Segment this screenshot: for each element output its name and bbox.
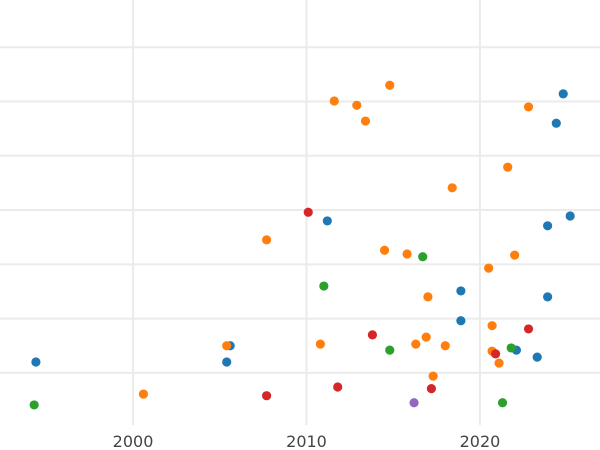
data-point	[379, 245, 390, 255]
data-point	[421, 332, 431, 342]
data-point	[487, 321, 497, 331]
data-point	[402, 249, 412, 259]
data-point	[543, 292, 553, 302]
data-point	[222, 341, 232, 351]
data-point	[352, 100, 362, 110]
data-point	[523, 102, 534, 112]
data-point	[418, 252, 428, 262]
data-point	[315, 339, 325, 349]
data-point	[303, 207, 313, 217]
data-point	[222, 357, 232, 367]
data-point	[319, 281, 329, 291]
gridlines	[0, 0, 600, 425]
data-point	[428, 371, 438, 381]
data-point	[447, 183, 457, 193]
data-point	[490, 349, 501, 359]
data-point	[411, 339, 421, 349]
data-point	[385, 80, 395, 90]
data-point	[262, 235, 272, 245]
data-point	[262, 391, 272, 401]
data-point	[409, 398, 419, 408]
data-point	[367, 330, 378, 340]
data-point	[543, 221, 553, 231]
data-point	[329, 96, 339, 106]
data-point	[31, 357, 41, 367]
data-point	[456, 316, 466, 326]
data-point	[440, 341, 450, 351]
data-point	[558, 89, 568, 99]
x-axis-ticks: 2000 2010 2020	[113, 432, 501, 450]
data-point	[426, 384, 436, 394]
data-point	[322, 216, 332, 226]
data-point	[456, 286, 466, 296]
x-tick-label: 2020	[460, 432, 501, 450]
data-point	[360, 116, 371, 126]
data-point	[506, 343, 516, 353]
data-point	[551, 118, 561, 128]
data-point	[532, 352, 542, 362]
data-point	[484, 263, 494, 273]
data-point	[503, 162, 513, 172]
x-tick-label: 2000	[113, 432, 154, 450]
data-point	[497, 398, 508, 408]
data-point	[29, 400, 39, 410]
data-point	[565, 211, 575, 221]
data-point	[385, 345, 395, 355]
data-point	[423, 292, 433, 302]
data-point	[494, 358, 504, 368]
data-point	[523, 324, 534, 334]
data-point	[510, 250, 520, 260]
data-point	[333, 382, 343, 392]
x-tick-label: 2010	[286, 432, 327, 450]
data-points	[29, 80, 575, 410]
data-point	[138, 389, 149, 399]
